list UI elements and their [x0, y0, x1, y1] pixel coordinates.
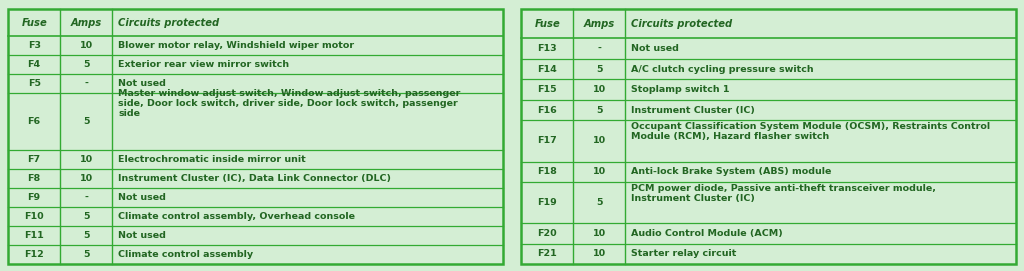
Text: Climate control assembly, Overhead console: Climate control assembly, Overhead conso…: [118, 212, 355, 221]
Text: Circuits protected: Circuits protected: [631, 19, 732, 29]
Bar: [8, 9, 503, 264]
Text: 10: 10: [593, 249, 605, 259]
Text: Starter relay circuit: Starter relay circuit: [631, 249, 736, 259]
Text: F21: F21: [538, 249, 557, 259]
Text: -: -: [597, 44, 601, 53]
Text: F10: F10: [25, 212, 44, 221]
Text: F3: F3: [28, 41, 41, 50]
Text: -: -: [84, 193, 88, 202]
Text: -: -: [84, 79, 88, 88]
Text: F4: F4: [28, 60, 41, 69]
Text: Fuse: Fuse: [22, 18, 47, 28]
Text: 5: 5: [83, 60, 89, 69]
Text: 10: 10: [80, 41, 92, 50]
Text: Not used: Not used: [118, 231, 166, 240]
Text: Stoplamp switch 1: Stoplamp switch 1: [631, 85, 730, 94]
Text: 10: 10: [593, 85, 605, 94]
Text: 5: 5: [83, 117, 89, 126]
Text: Occupant Classification System Module (OCSM), Restraints Control
Module (RCM), H: Occupant Classification System Module (O…: [631, 122, 990, 141]
Text: F5: F5: [28, 79, 41, 88]
Text: F16: F16: [538, 106, 557, 115]
Text: F9: F9: [28, 193, 41, 202]
Text: F13: F13: [538, 44, 557, 53]
Text: 10: 10: [593, 229, 605, 238]
Text: F7: F7: [28, 155, 41, 164]
Text: Exterior rear view mirror switch: Exterior rear view mirror switch: [118, 60, 290, 69]
Text: 10: 10: [80, 155, 92, 164]
Text: Fuse: Fuse: [535, 19, 560, 29]
Text: Climate control assembly: Climate control assembly: [118, 250, 253, 259]
Text: Electrochromatic inside mirror unit: Electrochromatic inside mirror unit: [118, 155, 306, 164]
Text: A/C clutch cycling pressure switch: A/C clutch cycling pressure switch: [631, 64, 814, 73]
Text: Not used: Not used: [631, 44, 679, 53]
Text: 5: 5: [83, 212, 89, 221]
Text: F6: F6: [28, 117, 41, 126]
Bar: [521, 9, 1016, 264]
Text: Amps: Amps: [71, 18, 101, 28]
Text: Amps: Amps: [584, 19, 614, 29]
Text: Instrument Cluster (IC): Instrument Cluster (IC): [631, 106, 755, 115]
Text: Not used: Not used: [118, 79, 166, 88]
Text: 5: 5: [83, 250, 89, 259]
Text: F17: F17: [538, 137, 557, 146]
Text: Anti-lock Brake System (ABS) module: Anti-lock Brake System (ABS) module: [631, 167, 831, 176]
Text: F14: F14: [538, 64, 557, 73]
Text: 5: 5: [83, 231, 89, 240]
Text: 10: 10: [80, 174, 92, 183]
Text: 5: 5: [596, 198, 602, 207]
Text: F19: F19: [538, 198, 557, 207]
Text: Instrument Cluster (IC), Data Link Connector (DLC): Instrument Cluster (IC), Data Link Conne…: [118, 174, 391, 183]
Text: F11: F11: [25, 231, 44, 240]
Text: F18: F18: [538, 167, 557, 176]
Text: 5: 5: [596, 64, 602, 73]
Text: Circuits protected: Circuits protected: [118, 18, 219, 28]
Text: Master window adjust switch, Window adjust switch, passenger
side, Door lock swi: Master window adjust switch, Window adju…: [118, 89, 461, 118]
Text: F15: F15: [538, 85, 557, 94]
Text: PCM power diode, Passive anti-theft transceiver module,
Instrument Cluster (IC): PCM power diode, Passive anti-theft tran…: [631, 184, 936, 203]
Text: 10: 10: [593, 167, 605, 176]
Text: Audio Control Module (ACM): Audio Control Module (ACM): [631, 229, 783, 238]
Text: F20: F20: [538, 229, 557, 238]
Text: 5: 5: [596, 106, 602, 115]
Text: F8: F8: [28, 174, 41, 183]
Text: Blower motor relay, Windshield wiper motor: Blower motor relay, Windshield wiper mot…: [118, 41, 354, 50]
Text: Not used: Not used: [118, 193, 166, 202]
Text: F12: F12: [25, 250, 44, 259]
Text: 10: 10: [593, 137, 605, 146]
